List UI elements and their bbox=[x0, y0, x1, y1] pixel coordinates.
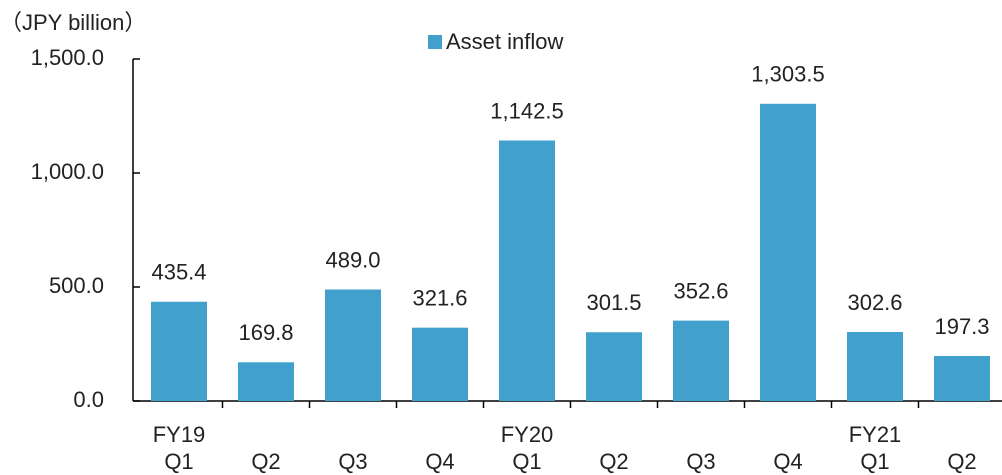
value-label: 489.0 bbox=[325, 247, 380, 272]
x-tick-label: Q4 bbox=[773, 449, 802, 474]
bar bbox=[847, 332, 903, 401]
x-group-label: FY20 bbox=[501, 422, 554, 447]
value-label: 1,142.5 bbox=[490, 98, 563, 123]
x-tick-label: Q1 bbox=[512, 449, 541, 474]
value-label: 435.4 bbox=[151, 260, 206, 285]
y-tick-label: 1,500.0 bbox=[31, 45, 104, 70]
legend-label: Asset inflow bbox=[446, 29, 563, 54]
bar bbox=[325, 289, 381, 401]
x-group-label: FY21 bbox=[849, 422, 902, 447]
x-tick-label: Q2 bbox=[947, 449, 976, 474]
bar bbox=[499, 140, 555, 401]
bar bbox=[412, 327, 468, 401]
y-tick-label: 1,000.0 bbox=[31, 159, 104, 184]
y-tick-label: 500.0 bbox=[49, 273, 104, 298]
x-tick-label: Q2 bbox=[599, 449, 628, 474]
value-label: 169.8 bbox=[238, 320, 293, 345]
x-tick-label: Q1 bbox=[164, 449, 193, 474]
value-label: 321.6 bbox=[412, 285, 467, 310]
x-tick-label: Q3 bbox=[338, 449, 367, 474]
value-label: 302.6 bbox=[847, 290, 902, 315]
x-tick-label: Q3 bbox=[686, 449, 715, 474]
bar bbox=[586, 332, 642, 401]
value-label: 197.3 bbox=[934, 314, 989, 339]
x-tick-label: Q4 bbox=[425, 449, 454, 474]
legend-swatch bbox=[428, 35, 442, 49]
value-label: 352.6 bbox=[673, 278, 728, 303]
y-tick-label: 0.0 bbox=[73, 387, 104, 412]
y-axis-label: （JPY billion） bbox=[0, 10, 146, 35]
x-group-label: FY19 bbox=[153, 422, 206, 447]
value-label: 301.5 bbox=[586, 290, 641, 315]
bar bbox=[238, 362, 294, 401]
bar bbox=[673, 320, 729, 401]
x-tick-label: Q1 bbox=[860, 449, 889, 474]
bar bbox=[151, 301, 207, 401]
value-label: 1,303.5 bbox=[751, 62, 824, 87]
bar bbox=[934, 356, 990, 401]
bar bbox=[760, 103, 816, 401]
x-tick-label: Q2 bbox=[251, 449, 280, 474]
